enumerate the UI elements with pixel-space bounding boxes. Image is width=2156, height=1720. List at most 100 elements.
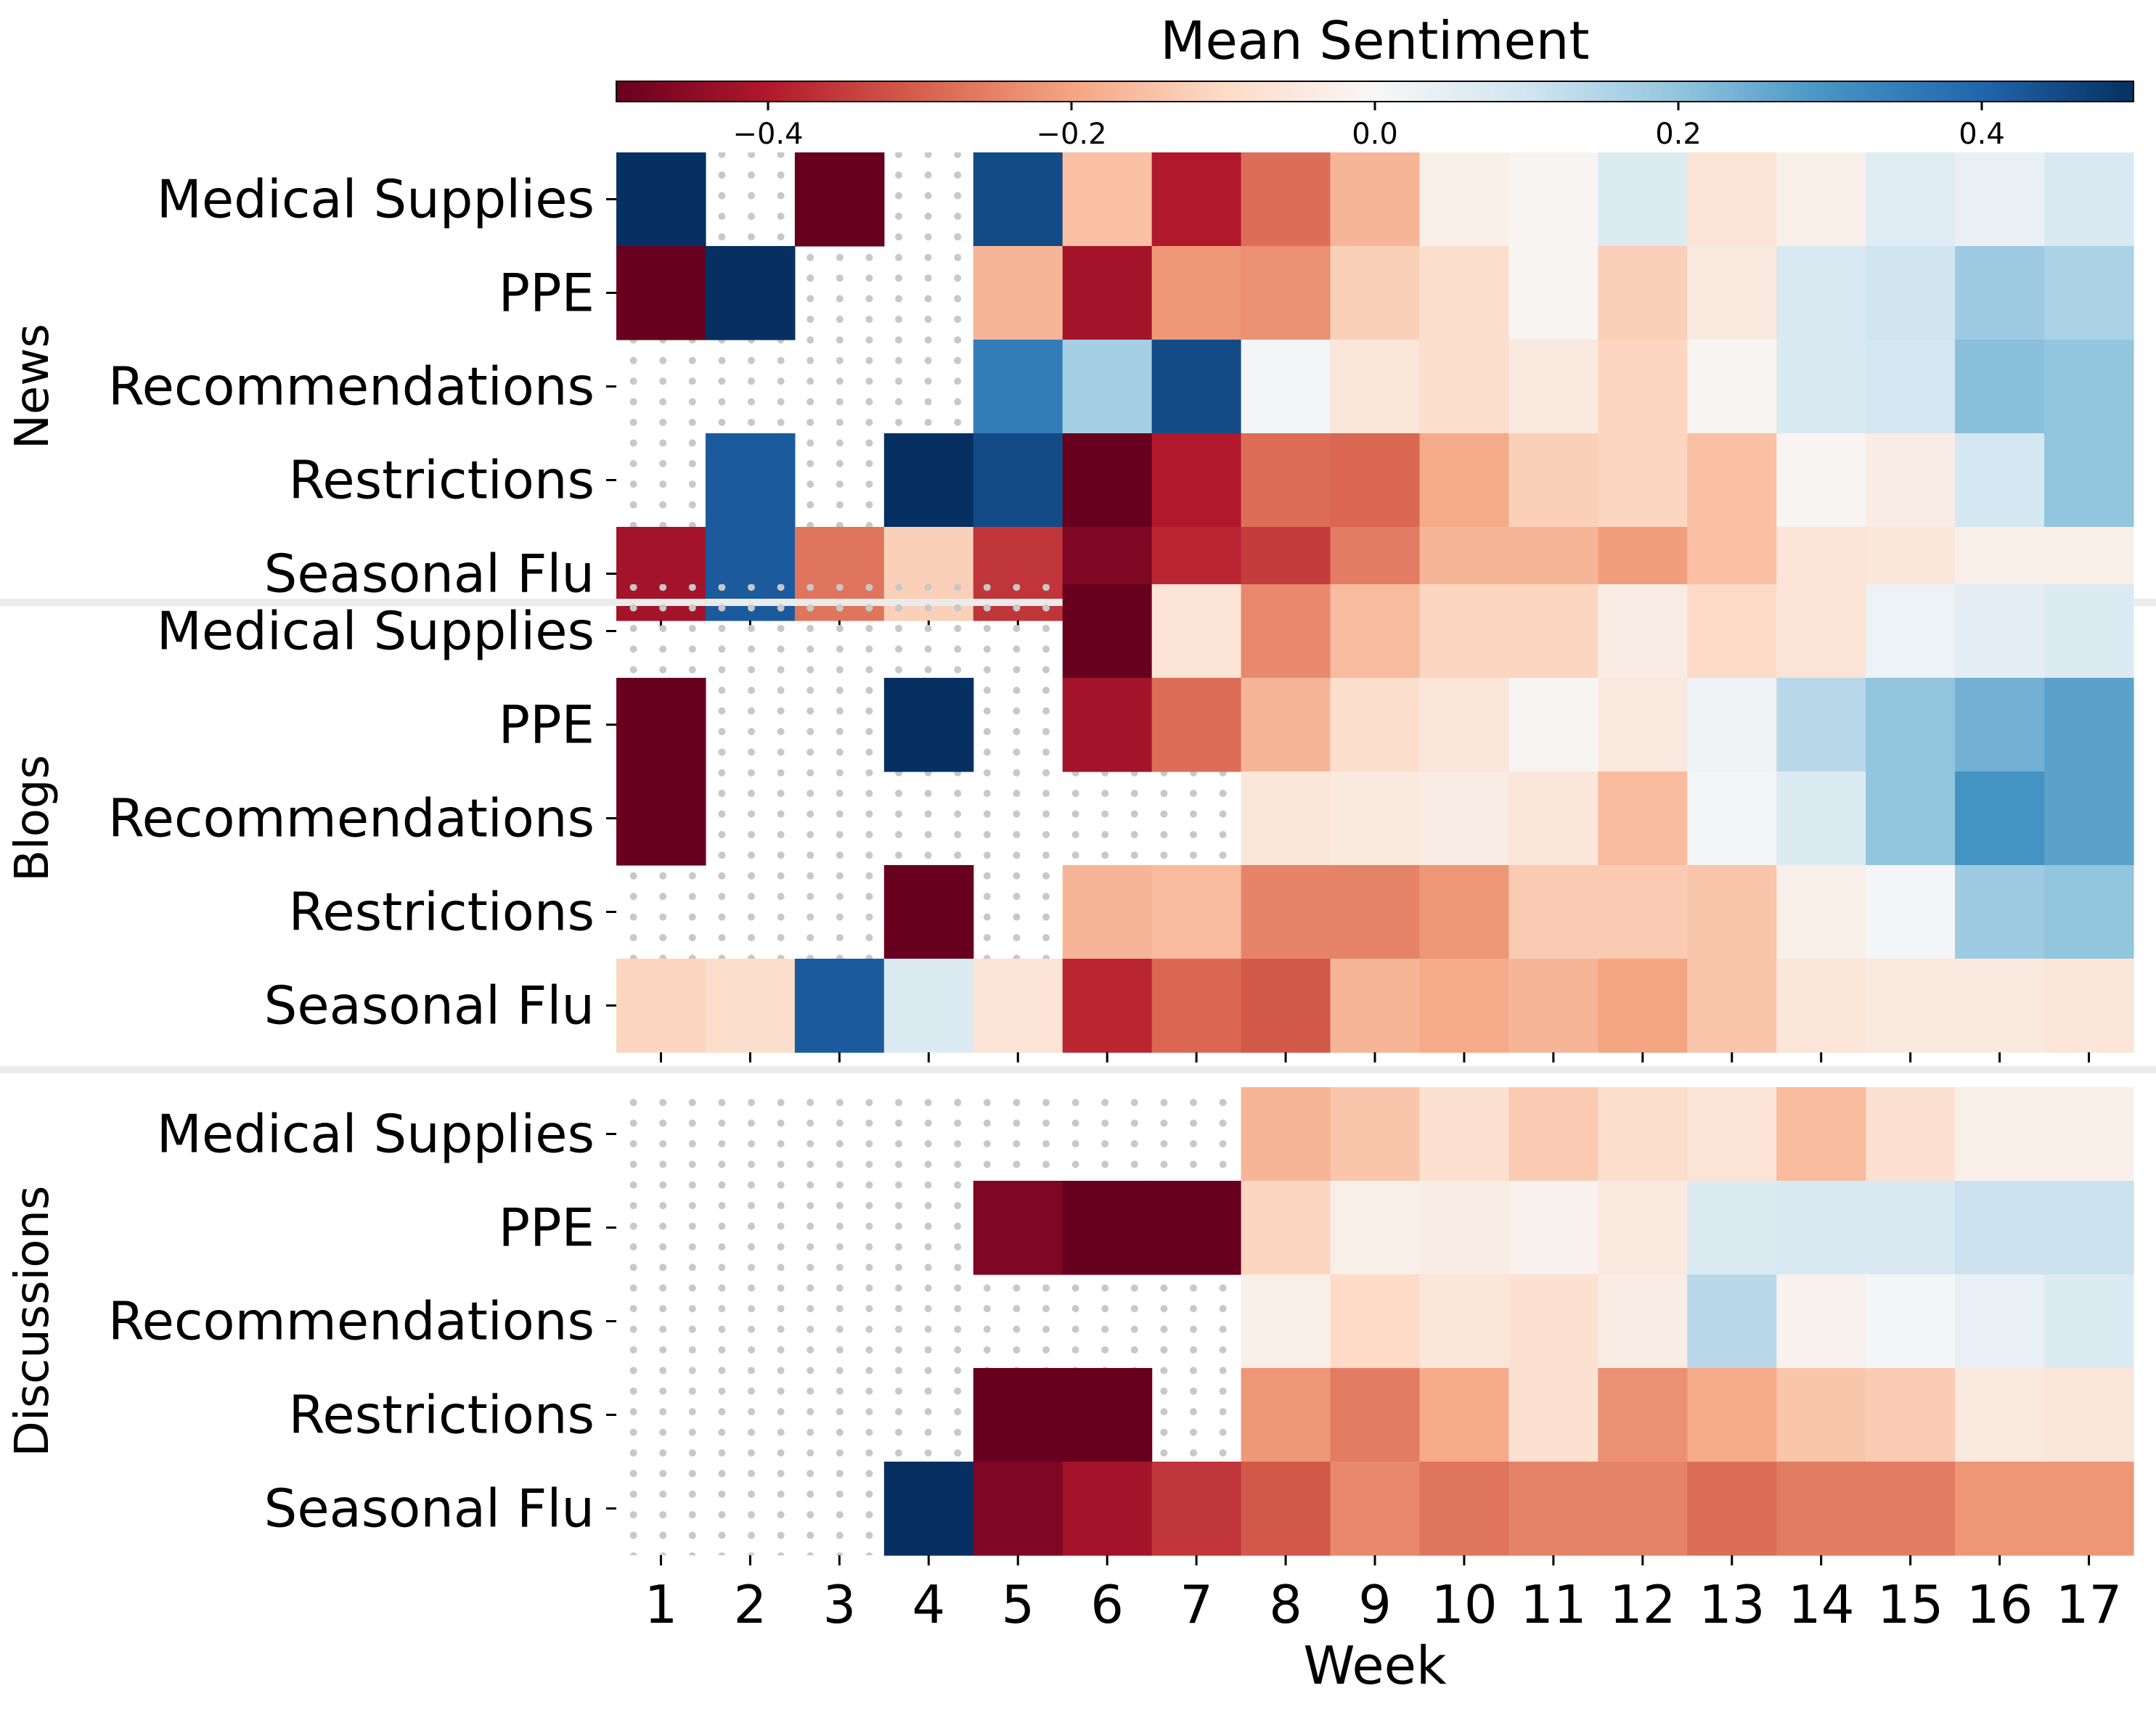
heatmap-cell	[1508, 678, 1598, 772]
heatmap-cell	[1687, 152, 1777, 247]
heatmap-cell	[1508, 1462, 1598, 1556]
heatmap-cell	[973, 1462, 1063, 1556]
heatmap-cell	[1419, 1087, 1510, 1182]
heatmap-cell	[1508, 152, 1598, 247]
heatmap-cell	[2044, 584, 2134, 679]
heatmap-cell	[1955, 433, 2045, 528]
x-tick-label: 6	[1090, 1574, 1124, 1635]
heatmap-cell	[1062, 1462, 1153, 1556]
heatmap-cell	[1241, 865, 1331, 959]
heatmap-cell	[1241, 1368, 1331, 1462]
heatmap-cell	[1866, 865, 1956, 959]
heatmap-cell	[1062, 340, 1153, 434]
y-tick-label: Seasonal Flu	[264, 1478, 595, 1539]
heatmap-cell	[1062, 1368, 1153, 1462]
y-tick-label: Medical Supplies	[157, 1104, 595, 1165]
heatmap-cell	[1955, 1181, 2045, 1275]
y-tick-label: Recommendations	[108, 356, 595, 417]
heatmap-cell	[883, 959, 974, 1053]
heatmap-cell	[1330, 1181, 1421, 1275]
heatmap-cell	[1687, 1087, 1777, 1182]
heatmap-cell	[1955, 1368, 2045, 1462]
heatmap-cell	[1955, 771, 2045, 866]
heatmap-cell	[1241, 340, 1331, 434]
heatmap-cell	[1241, 584, 1331, 679]
panel-label: Discussions	[6, 1186, 60, 1457]
heatmap-cell	[1330, 1462, 1421, 1556]
x-tick-label: 10	[1431, 1574, 1498, 1635]
heatmap-cell	[1598, 246, 1688, 340]
heatmap-cell	[1866, 1274, 1956, 1369]
heatmap-cell	[973, 1368, 1063, 1462]
heatmap-cell	[1508, 1181, 1598, 1275]
heatmap-cell	[1151, 678, 1242, 772]
heatmap-cell	[1419, 246, 1510, 340]
heatmap-cell	[1241, 771, 1331, 866]
heatmap-cell	[1508, 771, 1598, 866]
heatmap-cell	[1419, 340, 1510, 434]
heatmap-cell	[1598, 1274, 1688, 1369]
heatmap-cell	[1866, 584, 1956, 679]
heatmap-cell	[1866, 1087, 1956, 1182]
heatmap-cell	[1598, 1462, 1688, 1556]
heatmap-cell	[2044, 433, 2134, 528]
heatmap-cell	[1419, 678, 1510, 772]
y-tick-label: Recommendations	[108, 1291, 595, 1352]
heatmap-cell	[2044, 678, 2134, 772]
heatmap-cell	[1955, 340, 2045, 434]
heatmap-cell	[1955, 246, 2045, 340]
x-tick-label: 2	[734, 1574, 767, 1635]
heatmap-cell	[1330, 1368, 1421, 1462]
x-tick-label: 14	[1788, 1574, 1855, 1635]
x-tick-label: 13	[1699, 1574, 1765, 1635]
heatmap-cell	[973, 1181, 1063, 1275]
x-tick-label: 4	[912, 1574, 945, 1635]
heatmap-cell	[1508, 959, 1598, 1053]
heatmap-cell	[1151, 152, 1242, 247]
heatmap-cell	[1419, 1368, 1510, 1462]
heatmap-cell	[1776, 152, 1866, 247]
heatmap-cell	[1687, 865, 1777, 959]
heatmap-cell	[1508, 246, 1598, 340]
heatmap-cell	[1241, 246, 1331, 340]
heatmap-cell	[1062, 152, 1153, 247]
heatmap-cell	[705, 433, 796, 528]
heatmap-cell	[1598, 1368, 1688, 1462]
heatmap-cell	[2044, 246, 2134, 340]
heatmap-cell	[1955, 152, 2045, 247]
heatmap-cell	[2044, 771, 2134, 866]
heatmap-cell	[1955, 1462, 2045, 1556]
heatmap-cell	[1776, 678, 1866, 772]
panel-news: Medical Supplies PPE Recommendations Restri…	[0, 152, 2156, 631]
heatmap-cell	[1955, 678, 2045, 772]
heatmap-cell	[1955, 1274, 2045, 1369]
panel-label: Blogs	[6, 755, 60, 882]
heatmap-cell	[1419, 1462, 1510, 1556]
heatmap-cell	[973, 246, 1063, 340]
colorbar-tick-label: 0.2	[1655, 118, 1702, 151]
y-tick-label: Seasonal Flu	[264, 975, 595, 1036]
x-axis: 1 2 3 4 5 6 7 8 9 10 11 12 13 14 15 16 17	[645, 1574, 2123, 1635]
y-tick-label: PPE	[499, 263, 595, 324]
y-tick-label: Medical Supplies	[157, 169, 595, 230]
heatmap-cell	[1776, 584, 1866, 679]
heatmap-cell	[1955, 865, 2045, 959]
heatmap-cell	[1598, 771, 1688, 866]
heatmap-cell	[1062, 584, 1153, 679]
heatmap-cell	[1598, 433, 1688, 528]
heatmap-cell	[705, 246, 796, 340]
heatmap-cell	[1419, 433, 1510, 528]
heatmap-cell	[1419, 152, 1510, 247]
heatmap-cell	[1419, 1274, 1510, 1369]
heatmap-cell	[1062, 959, 1153, 1053]
heatmap-cell	[1598, 678, 1688, 772]
heatmap-cell	[1330, 865, 1421, 959]
x-tick-label: 17	[2056, 1574, 2123, 1635]
heatmap-cell	[1776, 340, 1866, 434]
heatmap-cell	[1330, 678, 1421, 772]
heatmap-cell	[1598, 959, 1688, 1053]
y-tick-label: Medical Supplies	[157, 601, 595, 662]
heatmap-cell	[1598, 865, 1688, 959]
heatmap-cell	[973, 433, 1063, 528]
heatmap-cell	[1598, 340, 1688, 434]
